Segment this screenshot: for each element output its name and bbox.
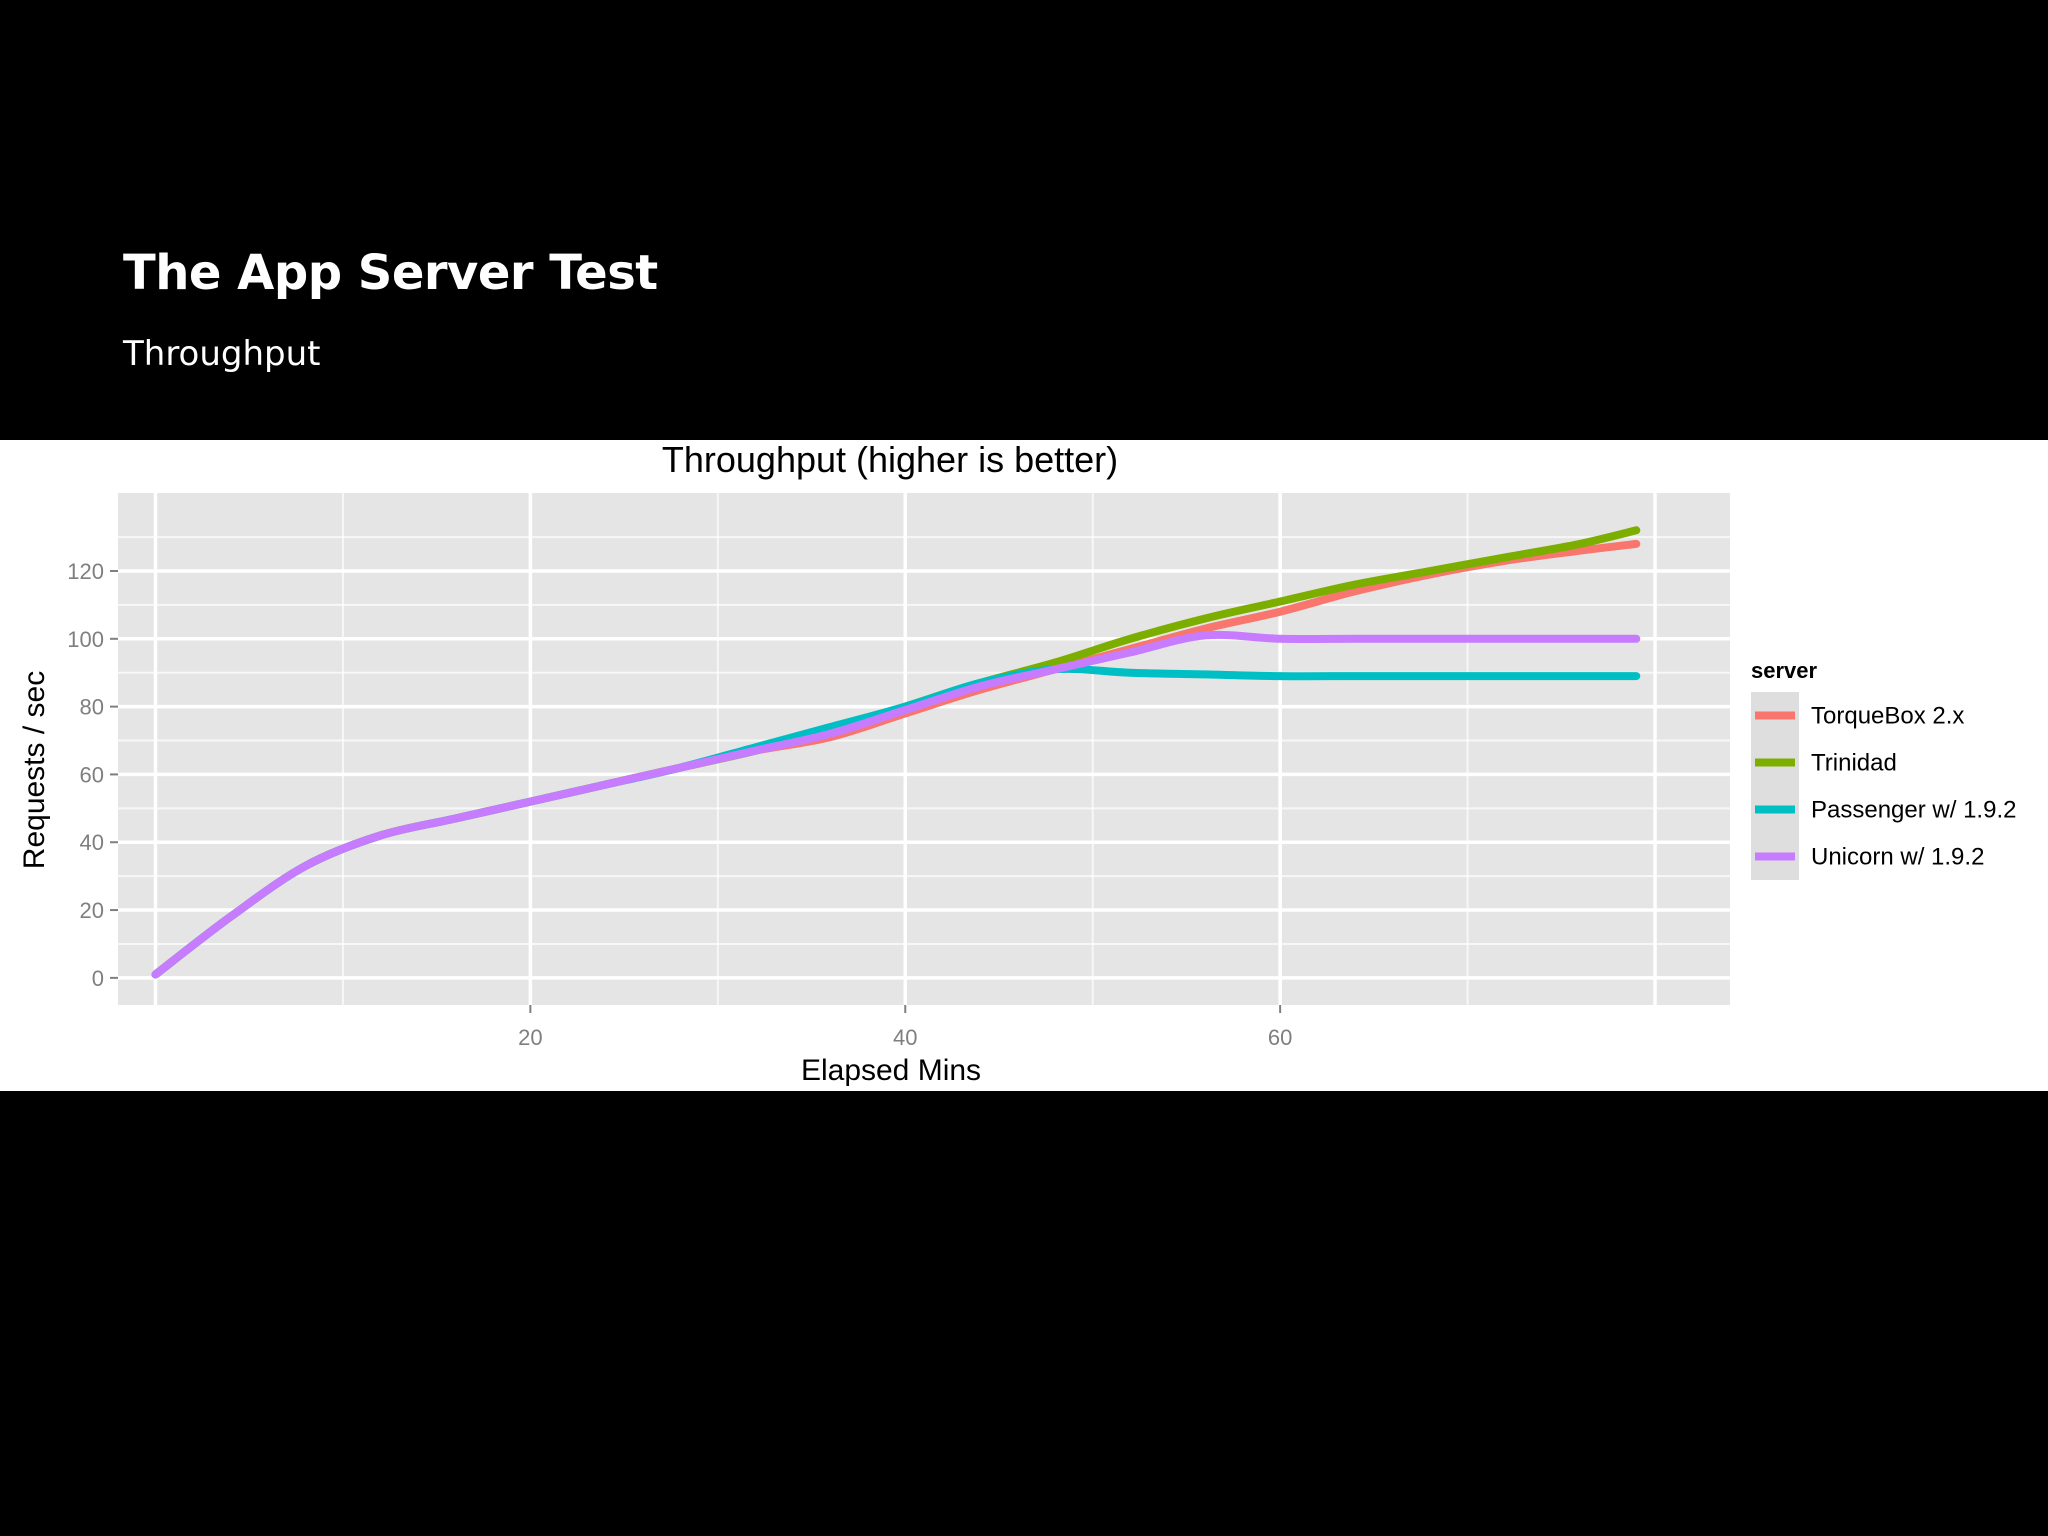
y-tick-label: 100 <box>67 627 104 652</box>
x-tick-label: 20 <box>518 1025 542 1050</box>
y-tick-label: 80 <box>80 695 104 720</box>
throughput-chart: Throughput (higher is better) 0 20 40 60 80 1… <box>18 440 2016 1087</box>
chart-title: Throughput (higher is better) <box>662 440 1118 480</box>
y-tick-label: 60 <box>80 762 104 787</box>
slide-title: The App Server Test <box>123 245 658 301</box>
legend-title: server <box>1751 658 1818 683</box>
y-tick-label: 20 <box>80 898 104 923</box>
series-line-unicorn-w-1-9-2 <box>151 630 1641 979</box>
x-tick-label: 60 <box>1268 1025 1292 1050</box>
series-lines <box>151 526 1641 979</box>
slide-subtitle: Throughput <box>123 334 321 374</box>
y-axis-ticks: 0 20 40 60 80 100 120 <box>67 559 118 991</box>
y-tick-label: 0 <box>92 966 104 991</box>
legend-label: Unicorn w/ 1.9.2 <box>1811 844 1984 871</box>
plot-background <box>118 493 1730 1005</box>
x-axis-ticks: 20 40 60 <box>518 1005 1292 1050</box>
legend: server TorqueBox 2.x Trinidad Passenger w/… <box>1751 658 2016 880</box>
y-axis-label: Requests / sec <box>18 671 51 869</box>
x-tick-label: 40 <box>893 1025 917 1050</box>
chart-panel: Throughput (higher is better) 0 20 40 60 80 1… <box>0 440 2048 1091</box>
x-axis-label: Elapsed Mins <box>801 1054 981 1087</box>
legend-key-background <box>1751 692 1799 880</box>
y-tick-label: 120 <box>67 559 104 584</box>
y-tick-label: 40 <box>80 830 104 855</box>
legend-label: TorqueBox 2.x <box>1811 703 1964 730</box>
grid-minor <box>118 493 1730 1005</box>
legend-label: Trinidad <box>1811 750 1897 777</box>
legend-label: Passenger w/ 1.9.2 <box>1811 797 2016 824</box>
